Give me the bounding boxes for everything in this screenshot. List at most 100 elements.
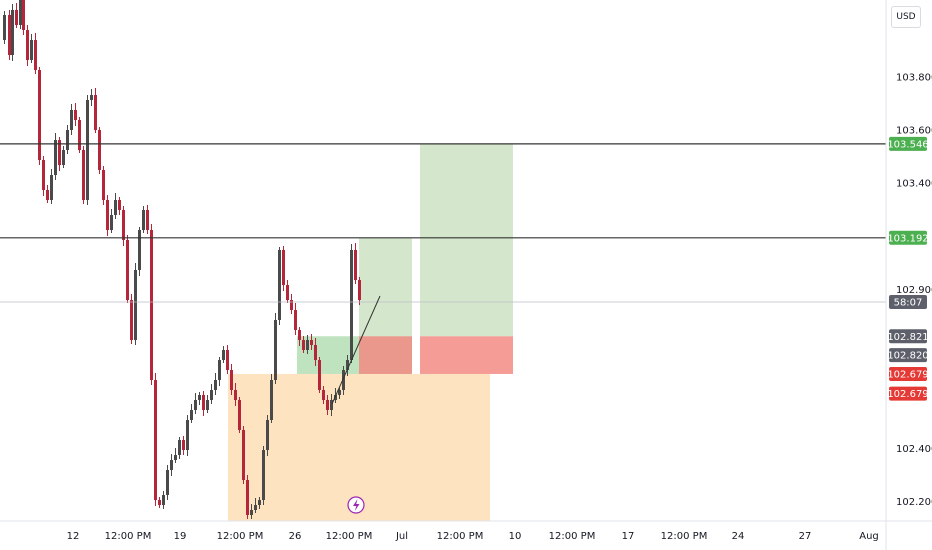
candle-body (50, 175, 53, 200)
candle-body (134, 270, 137, 340)
trend-line[interactable] (331, 295, 381, 405)
candle-body (82, 150, 85, 200)
y-axis-tick-label: 102.400 (896, 444, 932, 455)
candle-body (170, 460, 173, 470)
price-badge (889, 386, 927, 401)
x-axis-tick-label: 24 (732, 531, 745, 542)
candle-body (226, 350, 229, 370)
candle-body (178, 440, 181, 455)
price-badge-label: 102.679 (887, 369, 928, 380)
candle-body (314, 345, 317, 360)
candle-body (130, 300, 133, 340)
stop-loss-zone[interactable] (420, 336, 513, 374)
candle-body (286, 285, 289, 300)
x-axis-tick-label: 27 (799, 531, 812, 542)
candle-body (202, 395, 205, 410)
candle-body (54, 140, 57, 175)
x-axis-tick-label: 26 (289, 531, 302, 542)
candle-body (346, 360, 349, 370)
currency-button[interactable]: USD (891, 6, 921, 28)
candle-body (302, 340, 305, 350)
price-badge (889, 348, 927, 363)
candle-body (78, 120, 81, 150)
price-badge (889, 366, 927, 381)
candle-body (142, 210, 145, 230)
horizontal-levels (0, 143, 886, 303)
price-badge-label: 102.821 (887, 332, 928, 343)
y-axis-tick-label: 103.400 (896, 179, 932, 190)
long-target-zone[interactable] (420, 143, 513, 337)
candle-body (110, 215, 113, 230)
lightning-icon[interactable] (347, 496, 365, 514)
price-badge (889, 230, 927, 245)
candle-body (258, 500, 261, 505)
candle-body (210, 390, 213, 400)
candle-body (162, 495, 165, 505)
candle-body (15, 10, 18, 25)
x-axis-tick-label: 12:00 PM (437, 531, 484, 542)
candle-body (22, 0, 25, 30)
candle-body (214, 380, 217, 390)
x-axis-tick-label: 12:00 PM (217, 531, 264, 542)
candle-body (122, 210, 125, 240)
candle-body (98, 130, 101, 170)
candle-body (242, 430, 245, 480)
candle-body (334, 395, 337, 400)
candle-body (190, 410, 193, 420)
price-badges: 103.546 103.192 58:07 102.821 102.820 102.679… (887, 136, 929, 401)
candle-body (90, 95, 93, 100)
candle-body (350, 250, 353, 360)
stop-loss-zone[interactable] (359, 336, 412, 374)
candle-body (38, 70, 41, 160)
long-target-zone[interactable] (359, 237, 412, 337)
y-axis-tick-label: 102.200 (896, 497, 932, 508)
candle-body (262, 450, 265, 500)
candle-body (282, 250, 285, 285)
x-axis-tick-label: 12:00 PM (549, 531, 596, 542)
candle-body (62, 150, 65, 165)
candle-body (218, 360, 221, 380)
candle-body (86, 100, 89, 200)
price-badge (889, 329, 927, 344)
candle-body (246, 480, 249, 515)
x-axis-tick-label: 19 (174, 531, 187, 542)
candle-body (3, 15, 6, 40)
y-axis-tick-label: 102.900 (896, 285, 932, 296)
candle-body (298, 330, 301, 340)
price-badge-label: 58:07 (894, 298, 923, 309)
candle-body (126, 240, 129, 300)
candle-body (154, 380, 157, 500)
price-badge-label: 103.546 (887, 139, 928, 150)
x-axis-tick-label: 12:00 PM (661, 531, 708, 542)
candle-body (238, 400, 241, 430)
x-axis-tick-label: Aug (859, 531, 879, 542)
x-axis-tick-label: 10 (509, 531, 522, 542)
candle-body (166, 470, 169, 495)
candle-body (42, 160, 45, 190)
x-axis-tick-label: 12:00 PM (326, 531, 373, 542)
candle-body (174, 455, 177, 460)
candle-body (46, 190, 49, 200)
candle-body (330, 400, 333, 410)
candle-body (114, 200, 117, 215)
candle-body (66, 130, 69, 150)
candle-body (354, 250, 357, 280)
x-axis-tick-label: 12 (67, 531, 80, 542)
candle-body (278, 250, 281, 320)
x-axis-tick-label: Jul (395, 531, 408, 542)
candle-body (70, 110, 73, 130)
candle-body (194, 400, 197, 410)
candle-body (290, 300, 293, 310)
x-axis-tick-labels: 12 12:00 PM 19 12:00 PM 26 12:00 PM Jul 12:00 P… (67, 531, 879, 542)
candle-body (294, 310, 297, 330)
candle-body (254, 505, 257, 510)
candle-body (358, 280, 361, 300)
candle-body (8, 15, 11, 55)
candle-body (206, 400, 209, 410)
candle-body (266, 420, 269, 450)
candle-body (138, 230, 141, 270)
candle-body (146, 210, 149, 230)
candle-body (58, 140, 61, 165)
position-zones (228, 143, 513, 521)
